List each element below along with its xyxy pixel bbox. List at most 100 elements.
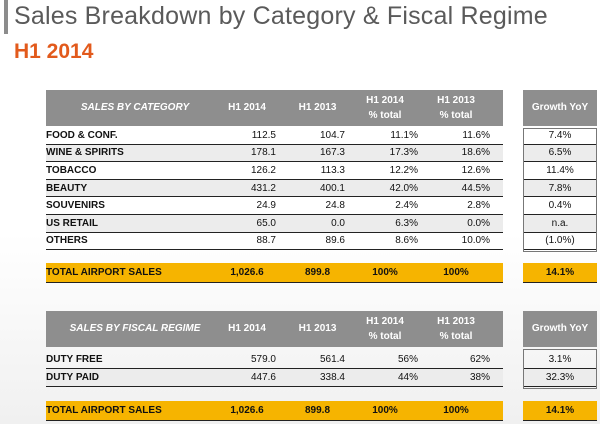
category_table-header-pct-2014-line1: H1 2014 (366, 95, 404, 106)
fiscal_table-growth-row-bg (524, 369, 596, 387)
category_table-row-divider (46, 231, 503, 233)
category_table-growth-row-divider (524, 178, 596, 180)
fiscal_table-cell-pct-2013: 38% (469, 372, 490, 383)
category_table-cell-h1-2014: 65.0 (256, 217, 276, 229)
category_table-cell-pct-2013: 11.6% (462, 129, 490, 141)
category_table-row-label: BEAUTY (46, 182, 88, 194)
fiscal_table-row-label: DUTY PAID (46, 372, 99, 383)
category_table-header-pct-2013-line1: H1 2013 (437, 95, 475, 106)
category_table-row-divider (46, 196, 503, 198)
category_table-growth-row-bg (524, 144, 596, 163)
category_table-growth-row-bg (524, 179, 596, 198)
fiscal_table-cell-growth: 3.1% (548, 354, 572, 365)
category_table-row-divider (46, 161, 503, 163)
category_table-cell-growth: 7.4% (548, 129, 572, 141)
slide-subtitle: H1 2014 (14, 40, 94, 63)
category_table-cell-h1-2014: 112.5 (251, 129, 276, 141)
category_table-total-bg (46, 263, 503, 283)
fiscal_table-cell-h1-2014: 447.6 (250, 372, 276, 383)
category_table-row-divider (46, 214, 503, 215)
fiscal_table-growth-total-bg (523, 401, 597, 421)
category_table-cell-h1-2013: 89.6 (325, 235, 345, 247)
category_table-cell-pct-2013: 18.6% (461, 147, 490, 159)
category_table-cell-h1-2013: 113.3 (320, 165, 345, 176)
category_table-cell-pct-2013: 12.6% (461, 165, 490, 176)
category_table-total-h1-2013: 899.8 (304, 267, 331, 278)
category_table-row-label: WINE & SPIRITS (46, 147, 124, 159)
fiscal_table-total-bg (46, 401, 503, 421)
fiscal_table-cell-pct-2014: 56% (397, 354, 418, 365)
fiscal_table-growth-total-line (523, 420, 597, 421)
category_table-row-label: FOOD & CONF. (46, 129, 118, 141)
fiscal_table-total-growth: 14.1% (545, 405, 575, 416)
fiscal_table-header-pct-2014-line2: % total (368, 331, 402, 342)
category_table-cell-pct-2014: 2.4% (395, 200, 418, 212)
fiscal_table-header-h1-2013: H1 2013 (298, 323, 337, 334)
fiscal_table-row-divider (46, 386, 503, 387)
category_table-row-label: SOUVENIRS (46, 200, 105, 212)
fiscal_table-cell-growth: 32.3% (545, 372, 575, 383)
slide-title: Sales Breakdown by Category & Fiscal Reg… (14, 2, 548, 30)
category_table-growth-box (523, 128, 597, 253)
fiscal_table-total-h1-2014: 1,026.6 (230, 405, 264, 416)
category_table-cell-pct-2014: 42.0% (389, 182, 418, 194)
category_table-row-divider (46, 178, 503, 180)
category_table-total-h1-2014: 1,026.6 (230, 267, 264, 278)
category_table-cell-h1-2014: 126.2 (250, 165, 276, 176)
category_table-cell-h1-2013: 0.0 (331, 217, 345, 229)
category_table-header-bg (46, 90, 503, 126)
category_table-cell-pct-2013: 10.0% (461, 235, 490, 247)
fiscal_table-header-pct-2013-line1: H1 2013 (437, 316, 475, 327)
fiscal_table-header-pct-2014-line1: H1 2014 (366, 316, 404, 327)
fiscal_table-cell-pct-2013: 62% (469, 354, 490, 365)
category_table-growth-row-divider (524, 214, 596, 215)
fiscal_table-cell-h1-2014: 579.0 (250, 354, 276, 365)
fiscal_table-row-label: DUTY FREE (46, 354, 103, 365)
fiscal_table-header-growth: Growth YoY (531, 323, 589, 334)
category_table-cell-h1-2013: 24.8 (325, 200, 345, 212)
category_table-cell-growth: 6.5% (548, 147, 572, 159)
fiscal_table-total-label: TOTAL AIRPORT SALES (46, 405, 162, 416)
category_table-row-divider (46, 143, 503, 145)
category_table-cell-growth: n.a. (551, 217, 569, 229)
category_table-cell-pct-2014: 6.3% (395, 217, 418, 229)
category_table-growth-row-divider (524, 249, 596, 251)
category_table-header-h1-2014: H1 2014 (228, 102, 266, 113)
fiscal_table-cell-h1-2013: 561.4 (319, 354, 345, 365)
category_table-cell-h1-2014: 178.1 (250, 147, 276, 159)
category_table-total-pct-2013: 100% (443, 267, 469, 278)
category_table-growth-row-divider (524, 196, 596, 198)
category_table-header-pct-2014-line2: % total (368, 110, 402, 121)
category_table-row-divider (46, 249, 503, 251)
fiscal_table-header-pct-2013-line2: % total (439, 331, 473, 342)
category_table-cell-pct-2014: 11.1% (390, 129, 418, 141)
fiscal_table-total-h1-2013: 899.8 (304, 405, 331, 416)
fiscal_table-row-bg (46, 369, 503, 387)
fiscal_table-total-pct-2014: 100% (372, 405, 398, 416)
category_table-header-h1-2013: H1 2013 (298, 102, 337, 113)
fiscal_table-cell-pct-2014: 44% (397, 372, 418, 383)
fiscal_table-total-line (46, 420, 503, 421)
category_table-growth-row-bg (524, 215, 596, 233)
category_table-row-bg (46, 215, 503, 233)
category_table-cell-h1-2014: 88.7 (256, 235, 276, 247)
category_table-growth-row-divider (524, 143, 596, 145)
category_table-growth-header-bg (523, 90, 597, 126)
category_table-row-label: TOBACCO (46, 165, 97, 176)
category_table-cell-growth: 7.8% (548, 182, 572, 194)
category_table-cell-pct-2013: 2.8% (467, 200, 490, 212)
category_table-cell-h1-2014: 24.9 (256, 200, 276, 212)
category_table-row-bg (46, 144, 503, 163)
category_table-cell-pct-2013: 0.0% (467, 217, 490, 229)
fiscal_table-row-divider (46, 368, 503, 369)
category_table-cell-pct-2014: 17.3% (389, 147, 418, 159)
category_table-total-pct-2014: 100% (372, 267, 398, 278)
fiscal_table-growth-row-divider (524, 368, 596, 369)
category_table-cell-h1-2013: 167.3 (319, 147, 345, 159)
category_table-cell-h1-2013: 400.1 (319, 182, 345, 194)
category_table-cell-pct-2014: 8.6% (395, 235, 418, 247)
category_table-cell-pct-2014: 12.2% (389, 165, 418, 176)
category_table-header-growth: Growth YoY (531, 102, 589, 113)
fiscal_table-cell-h1-2013: 338.4 (319, 372, 345, 383)
category_table-growth-row-divider (524, 231, 596, 233)
